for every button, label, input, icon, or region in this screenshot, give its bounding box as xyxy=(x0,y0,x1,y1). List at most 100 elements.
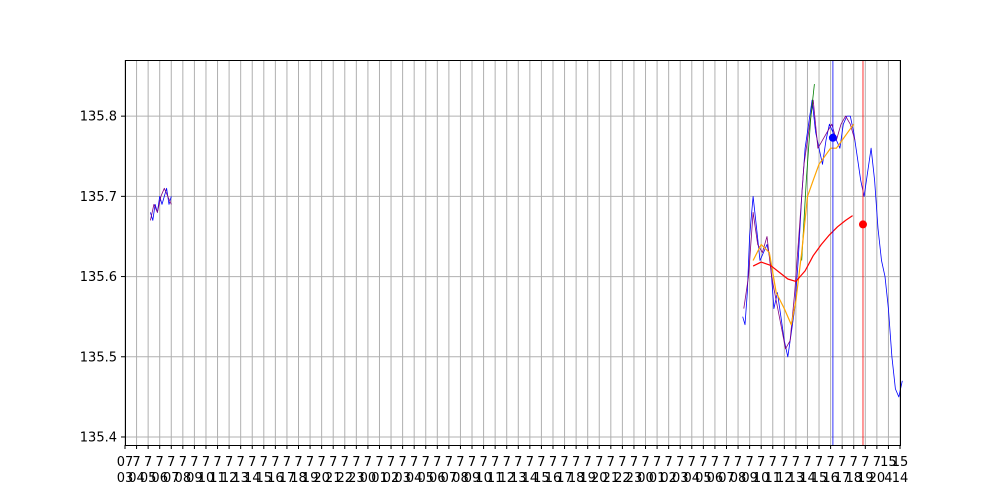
x-tick-label-line1: 7 xyxy=(850,455,858,470)
x-tick-label-line2: 21 xyxy=(325,471,342,486)
x-tick-label-line1: 7 xyxy=(769,455,777,470)
x-tick-label-line1: 7 xyxy=(595,455,603,470)
x-tick-label-line1: 7 xyxy=(433,455,441,470)
x-tick-label-line2: 06 xyxy=(429,471,446,486)
x-tick-label-line1: 7 xyxy=(248,455,256,470)
x-tick-label-line1: 7 xyxy=(815,455,823,470)
x-tick-label-line2: 04 xyxy=(684,471,701,486)
x-tick-label-line1: 7 xyxy=(213,455,221,470)
x-tick-label-line2: 04 xyxy=(406,471,423,486)
x-tick-label-line1: 7 xyxy=(757,455,765,470)
x-tick-label-line1: 7 xyxy=(398,455,406,470)
x-tick-label-line2: 19 xyxy=(579,471,596,486)
x-tick-label-line1: 7 xyxy=(526,455,534,470)
x-tick-label-line2: 07 xyxy=(163,471,180,486)
x-tick-label-line2: 03 xyxy=(672,471,689,486)
x-tick-label-line2: 03 xyxy=(117,471,134,486)
x-tick-label-line2: 04 xyxy=(128,471,145,486)
x-tick-label-line2: 14 xyxy=(892,471,909,486)
x-axis: 0703704705706707708709710711712713714715… xyxy=(117,445,909,486)
x-tick-label-line2: 12 xyxy=(776,471,793,486)
x-tick-label-line2: 08 xyxy=(452,471,469,486)
x-tick-label-line2: 05 xyxy=(417,471,434,486)
x-tick-label-line2: 10 xyxy=(475,471,492,486)
x-tick-label-line2: 01 xyxy=(649,471,666,486)
x-tick-label-line1: 7 xyxy=(826,455,834,470)
x-tick-label-line1: 7 xyxy=(260,455,268,470)
x-tick-label-line2: 22 xyxy=(337,471,354,486)
x-tick-label-line1: 7 xyxy=(329,455,337,470)
x-tick-label-line1: 7 xyxy=(560,455,568,470)
x-tick-label-line2: 23 xyxy=(626,471,643,486)
x-tick-label-line2: 15 xyxy=(256,471,273,486)
x-tick-label-line2: 09 xyxy=(186,471,203,486)
x-tick-label-line1: 7 xyxy=(653,455,661,470)
x-tick-label-line1: 7 xyxy=(375,455,383,470)
x-tick-label-line2: 18 xyxy=(845,471,862,486)
x-tick-label-line2: 10 xyxy=(198,471,215,486)
x-tick-label-line2: 11 xyxy=(764,471,781,486)
x-tick-label-line1: 7 xyxy=(283,455,291,470)
x-tick-label-line2: 12 xyxy=(498,471,515,486)
x-tick-label-line2: 02 xyxy=(660,471,677,486)
x-tick-label-line2: 17 xyxy=(279,471,296,486)
series-price_b-line-0 xyxy=(150,187,172,221)
x-tick-label-line1: 7 xyxy=(341,455,349,470)
x-tick-label-line2: 18 xyxy=(290,471,307,486)
x-tick-label-line2: 16 xyxy=(267,471,284,486)
x-tick-label-line1: 7 xyxy=(618,455,626,470)
x-tick-label-line1: 7 xyxy=(838,455,846,470)
x-tick-label-line1: 7 xyxy=(422,455,430,470)
x-tick-label-line1: 7 xyxy=(792,455,800,470)
signal-point-marker_blue xyxy=(828,133,837,142)
x-tick-label-line2: 07 xyxy=(441,471,458,486)
x-tick-label-line2: 12 xyxy=(221,471,238,486)
x-tick-label-line2: 11 xyxy=(487,471,504,486)
x-tick-label-line1: 15 xyxy=(880,455,897,470)
x-tick-label-line2: 10 xyxy=(753,471,770,486)
x-tick-label-line1: 7 xyxy=(132,455,140,470)
x-tick-label-line2: 13 xyxy=(788,471,805,486)
x-tick-label-line2: 20 xyxy=(869,471,886,486)
x-tick-label-line1: 7 xyxy=(803,455,811,470)
y-tick-label: 135.7 xyxy=(80,190,117,205)
x-tick-label-line1: 7 xyxy=(665,455,673,470)
x-tick-label-line1: 7 xyxy=(572,455,580,470)
x-tick-label-line1: 7 xyxy=(225,455,233,470)
plot-area-frame xyxy=(125,60,901,446)
x-tick-label-line2: 05 xyxy=(140,471,157,486)
x-tick-label-line2: 19 xyxy=(302,471,319,486)
x-tick-label-line2: 11 xyxy=(209,471,226,486)
y-axis: 135.4 135.5 135.6 135.7 135.8 xyxy=(80,110,125,445)
x-tick-label-line1: 7 xyxy=(549,455,557,470)
x-tick-label-line1: 7 xyxy=(514,455,522,470)
marker-layer xyxy=(828,60,867,445)
x-tick-label-line1: 7 xyxy=(607,455,615,470)
x-tick-label-line1: 7 xyxy=(861,455,869,470)
x-tick-label-line2: 13 xyxy=(510,471,527,486)
x-tick-label-line1: 07 xyxy=(117,455,134,470)
x-tick-label-line1: 7 xyxy=(491,455,499,470)
y-tick-label: 135.6 xyxy=(80,270,117,285)
series-upper_seg-line-0 xyxy=(801,84,815,261)
x-tick-label-line1: 7 xyxy=(318,455,326,470)
x-tick-label-line1: 7 xyxy=(873,455,881,470)
x-tick-label-line2: 06 xyxy=(151,471,168,486)
signal-point-marker_red xyxy=(858,220,867,229)
x-tick-label-line2: 00 xyxy=(637,471,654,486)
x-tick-label-line1: 7 xyxy=(630,455,638,470)
x-tick-label-line1: 7 xyxy=(144,455,152,470)
x-tick-label-line1: 7 xyxy=(503,455,511,470)
x-tick-label-line1: 7 xyxy=(364,455,372,470)
series-layer xyxy=(150,84,903,398)
x-tick-label-line1: 15 xyxy=(892,455,909,470)
x-tick-label-line1: 7 xyxy=(294,455,302,470)
series-price_b-line-1 xyxy=(743,99,856,350)
x-tick-label-line1: 7 xyxy=(722,455,730,470)
x-tick-label-line1: 7 xyxy=(734,455,742,470)
x-tick-label-line2: 14 xyxy=(244,471,261,486)
x-tick-label-line2: 22 xyxy=(614,471,631,486)
x-tick-label-line2: 16 xyxy=(545,471,562,486)
x-tick-label-line2: 05 xyxy=(695,471,712,486)
